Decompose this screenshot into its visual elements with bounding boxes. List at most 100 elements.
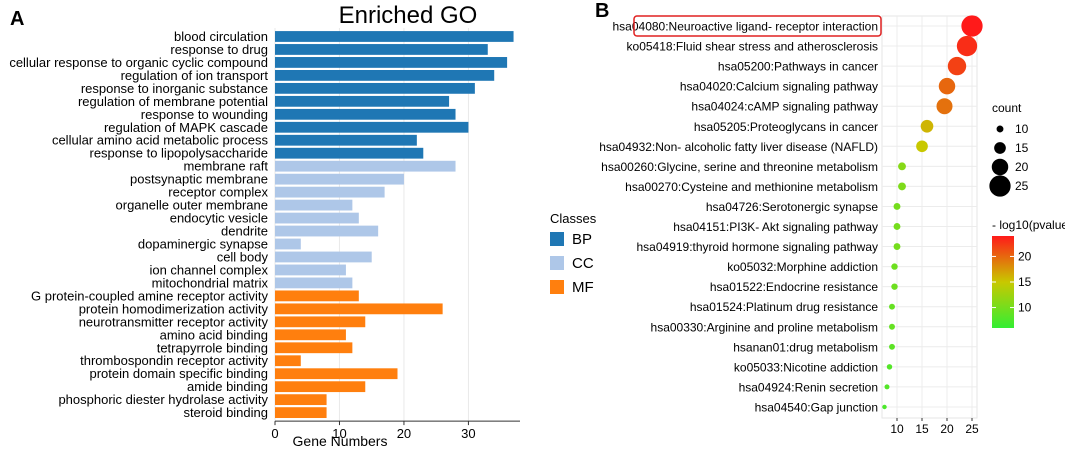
panel-b-x-tick-label: 20: [940, 422, 954, 436]
pathway-label-hsa00260-glycine-serine-and-threonine-metabolism: hsa00260:Glycine, serine and threonine m…: [601, 160, 878, 174]
panel-b-count-legend: count 10 15 20 25: [989, 101, 1029, 197]
panel-b-plot-area: [881, 15, 978, 419]
pathway-label-hsa00270-cysteine-and-methionine-metabolism: hsa00270:Cysteine and methionine metabol…: [625, 180, 878, 194]
bar-cellular-response-to-organic-cyclic-compound: [275, 57, 508, 68]
term-label-blood-circulation: blood circulation: [174, 29, 268, 44]
pathway-label-hsa04932-non-alcoholic-fatty-liver-disease-nafld: hsa04932:Non- alcoholic fatty liver dise…: [599, 140, 878, 154]
bar-endocytic-vesicle: [275, 212, 359, 224]
bar-receptor-complex: [275, 186, 385, 198]
point-hsanan01-drug-metabolism: [889, 343, 895, 350]
panel-b-kegg-dot-plot: B hsa04080:Neuroactive ligand- receptor …: [595, 0, 1065, 436]
pvalue-legend-title: - log10(pvalue): [992, 218, 1065, 232]
term-label-response-to-wounding: response to wounding: [141, 107, 268, 122]
legend-label-bp: BP: [572, 231, 592, 248]
term-label-ion-channel-complex: ion channel complex: [149, 262, 268, 277]
count-legend-label: 10: [1015, 122, 1029, 136]
term-label-cellular-response-to-organic-cyclic-compound: cellular response to organic cyclic comp…: [9, 55, 268, 70]
term-label-dopaminergic-synapse: dopaminergic synapse: [138, 237, 268, 252]
pvalue-color-bar: [992, 236, 1014, 328]
point-hsa04020-calcium-signaling-pathway: [938, 77, 956, 95]
count-legend-label: 15: [1015, 141, 1029, 155]
legend-label-cc: CC: [572, 255, 594, 272]
panel-a-x-tick-label: 10: [332, 426, 346, 441]
pathway-label-hsa01524-platinum-drug-resistance: hsa01524:Platinum drug resistance: [690, 300, 878, 314]
panel-b-label: B: [595, 0, 609, 22]
panel-b-x-tick-label: 25: [965, 422, 979, 436]
term-label-postsynaptic-membrane: postsynaptic membrane: [130, 172, 268, 187]
panel-a-legend-title: Classes: [550, 211, 597, 226]
pvalue-color-tick-label: 10: [1018, 301, 1032, 315]
term-label-response-to-lipopolysaccharide: response to lipopolysaccharide: [90, 146, 269, 161]
panel-b-x-axis: 10 15 20 25: [890, 418, 979, 436]
bar-cellular-amino-acid-metabolic-process: [275, 134, 417, 146]
pathway-label-hsa00330-arginine-and-proline-metabolism: hsa00330:Arginine and proline metabolism: [651, 320, 878, 334]
highlight-box: [633, 15, 882, 37]
bar-neurotransmitter-receptor-activity: [275, 316, 366, 328]
panel-a-title: Enriched GO: [339, 2, 478, 29]
legend-swatch-bp: [550, 232, 564, 246]
point-hsa01524-platinum-drug-resistance: [889, 303, 895, 310]
count-legend-dot: [989, 175, 1011, 197]
bar-g-protein-coupled-amine-receptor-activity: [275, 290, 359, 302]
bar-response-to-lipopolysaccharide: [275, 147, 424, 159]
term-label-regulation-of-mapk-cascade: regulation of MAPK cascade: [104, 120, 268, 135]
bar-dendrite: [275, 225, 379, 237]
term-label-endocytic-vesicle: endocytic vesicle: [170, 211, 268, 226]
count-legend-dot: [994, 142, 1006, 154]
pvalue-color-tick-label: 15: [1018, 275, 1032, 289]
bar-mitochondrial-matrix: [275, 277, 353, 289]
bar-cell-body: [275, 251, 372, 263]
count-legend-dot: [991, 158, 1009, 176]
point-hsa04932-non-alcoholic-fatty-liver-disease-nafld: [916, 140, 928, 153]
pathway-label-hsanan01-drug-metabolism: hsanan01:drug metabolism: [733, 340, 878, 354]
pathway-label-ko05033-nicotine-addiction: ko05033:Nicotine addiction: [734, 360, 878, 374]
bar-response-to-inorganic-substance: [275, 82, 475, 94]
term-label-amino-acid-binding: amino acid binding: [160, 327, 268, 342]
term-label-protein-homodimerization-activity: protein homodimerization activity: [79, 301, 269, 316]
panel-b-pvalue-legend: - log10(pvalue) 10 15 20: [992, 218, 1065, 328]
panel-a-x-tick-label: 20: [397, 426, 411, 441]
bar-blood-circulation: [275, 31, 514, 42]
point-ko05032-morphine-addiction: [891, 263, 898, 270]
bar-thrombospondin-receptor-activity: [275, 355, 301, 367]
pathway-label-hsa05205-proteoglycans-in-cancer: hsa05205:Proteoglycans in cancer: [694, 120, 878, 134]
term-label-mitochondrial-matrix: mitochondrial matrix: [152, 275, 269, 290]
panel-a-x-tick-label: 0: [271, 426, 278, 441]
count-legend-label: 20: [1015, 160, 1029, 174]
term-label-cellular-amino-acid-metabolic-process: cellular amino acid metabolic process: [52, 133, 269, 148]
panel-a-bars: [275, 31, 514, 419]
bar-protein-domain-specific-binding: [275, 368, 398, 380]
point-hsa04924-renin-secretion: [884, 384, 890, 390]
pathway-label-ko05032-morphine-addiction: ko05032:Morphine addiction: [727, 260, 878, 274]
point-hsa04024-camp-signaling-pathway: [936, 98, 953, 115]
bar-protein-homodimerization-activity: [275, 303, 443, 315]
point-hsa04919-thyroid-hormone-signaling-pathway: [893, 243, 901, 250]
term-label-phosphoric-diester-hydrolase-activity: phosphoric diester hydrolase activity: [58, 392, 268, 407]
point-hsa04080-neuroactive-ligand-receptor-interaction: [961, 15, 983, 37]
panel-a-label: A: [10, 8, 24, 30]
panel-a-x-axis: 0 10 20 30: [271, 420, 520, 441]
term-label-regulation-of-ion-transport: regulation of ion transport: [121, 68, 269, 83]
term-label-thrombospondin-receptor-activity: thrombospondin receptor activity: [80, 353, 268, 368]
term-label-membrane-raft: membrane raft: [183, 159, 268, 174]
point-hsa00260-glycine-serine-and-threonine-metabolism: [898, 162, 906, 171]
panel-b-x-tick-label: 10: [890, 422, 904, 436]
pathway-label-hsa05200-pathways-in-cancer: hsa05200:Pathways in cancer: [718, 60, 878, 74]
count-legend-title: count: [992, 101, 1022, 115]
bar-tetrapyrrole-binding: [275, 342, 353, 354]
bar-response-to-wounding: [275, 108, 456, 120]
bar-amino-acid-binding: [275, 329, 346, 341]
bar-ion-channel-complex: [275, 264, 346, 276]
bar-steroid-binding: [275, 407, 327, 419]
bar-regulation-of-mapk-cascade: [275, 121, 469, 133]
pvalue-color-tick-label: 20: [1018, 249, 1032, 263]
panel-a-x-tick-label: 30: [461, 426, 475, 441]
point-hsa04540-gap-junction: [882, 404, 887, 410]
term-label-organelle-outer-membrane: organelle outer membrane: [116, 198, 268, 213]
pathway-label-hsa01522-endocrine-resistance: hsa01522:Endocrine resistance: [710, 280, 878, 294]
pathway-label-hsa04726-serotonergic-synapse: hsa04726:Serotonergic synapse: [706, 200, 878, 214]
bar-dopaminergic-synapse: [275, 238, 301, 250]
term-label-regulation-of-membrane-potential: regulation of membrane potential: [78, 94, 268, 109]
pathway-label-hsa04924-renin-secretion: hsa04924:Renin secretion: [739, 380, 878, 394]
